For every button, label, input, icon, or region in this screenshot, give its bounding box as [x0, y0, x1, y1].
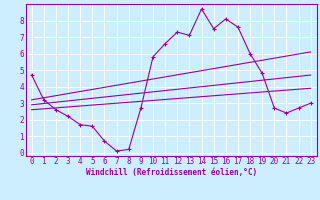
- X-axis label: Windchill (Refroidissement éolien,°C): Windchill (Refroidissement éolien,°C): [86, 168, 257, 177]
